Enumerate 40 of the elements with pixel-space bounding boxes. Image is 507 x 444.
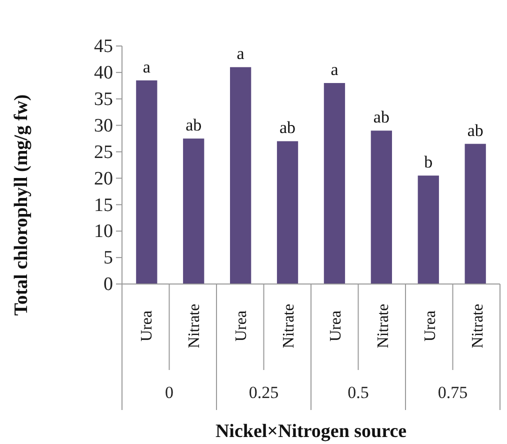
text: 0.25 xyxy=(248,383,279,402)
text: 0 xyxy=(165,383,174,402)
y-axis-title: Total chlorophyll (mg/g fw) xyxy=(11,94,32,316)
x-tick-label: Nitrate xyxy=(280,304,298,348)
y-tick-label: 15 xyxy=(94,194,113,216)
data-label: ab xyxy=(467,120,484,140)
text: 0.75 xyxy=(438,383,468,402)
y-tick-label: 45 xyxy=(94,36,113,58)
bar xyxy=(418,176,439,284)
x-tick-label: Urea xyxy=(328,310,345,342)
data-label: a xyxy=(330,60,339,80)
y-tick-label: 40 xyxy=(94,62,113,84)
data-label: ab xyxy=(373,108,390,127)
x-axis-title: Nickel×Nitrogen source xyxy=(215,421,407,442)
bar xyxy=(183,138,204,284)
x-tick-label: Nitrate xyxy=(469,304,486,348)
data-label: ab xyxy=(186,116,202,135)
data-label: a xyxy=(236,44,245,64)
x-tick-label: Urea xyxy=(233,310,250,342)
y-tick-label: 20 xyxy=(94,168,113,190)
data-label: a xyxy=(142,57,151,76)
bar xyxy=(136,80,158,284)
y-tick-label: 5 xyxy=(104,248,113,269)
bar xyxy=(464,144,486,284)
x-tick-label: Urea xyxy=(422,310,440,342)
bar xyxy=(370,130,392,284)
x-tick-label: Urea xyxy=(138,310,156,342)
data-label: b xyxy=(424,152,433,172)
y-tick-label: 25 xyxy=(94,142,113,163)
text: 0.5 xyxy=(348,383,369,402)
data-label: ab xyxy=(280,118,296,138)
bar xyxy=(324,83,346,284)
y-tick-label: 10 xyxy=(94,221,113,242)
y-tick-label: 0 xyxy=(104,274,113,296)
x-tick-label: Nitrate xyxy=(186,304,203,348)
bar xyxy=(276,141,298,284)
bar xyxy=(230,67,252,284)
y-tick-label: 30 xyxy=(94,115,113,136)
x-tick-label: Nitrate xyxy=(374,304,392,348)
y-tick-label: 35 xyxy=(94,88,113,110)
